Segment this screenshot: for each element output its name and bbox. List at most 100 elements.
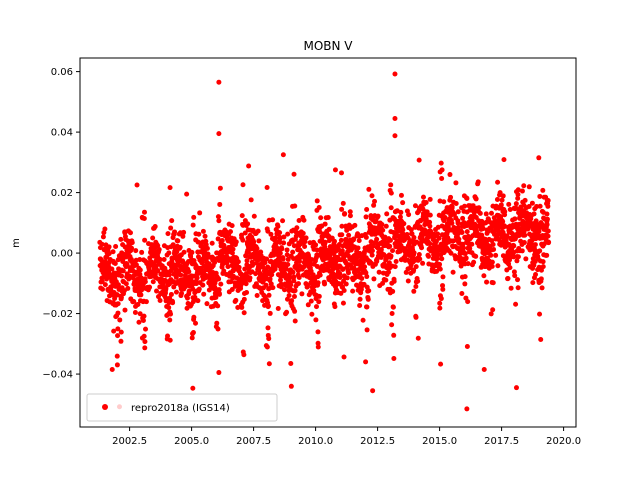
scatter-point	[500, 193, 506, 199]
scatter-point	[437, 261, 443, 267]
scatter-point	[540, 187, 546, 193]
scatter-point	[168, 225, 174, 231]
scatter-point	[305, 282, 311, 288]
scatter-point	[135, 302, 141, 308]
scatter-point	[387, 237, 393, 243]
scatter-point	[463, 255, 469, 261]
scatter-point	[316, 299, 322, 305]
scatter-point	[343, 281, 349, 287]
scatter-point	[314, 198, 320, 204]
scatter-point	[322, 281, 328, 287]
scatter-point	[240, 237, 246, 243]
scatter-point	[379, 222, 385, 228]
scatter-point	[154, 288, 160, 294]
scatter-point	[184, 295, 190, 301]
scatter-point	[392, 115, 398, 121]
scatter-point	[427, 219, 433, 225]
scatter-point	[124, 261, 130, 267]
scatter-point	[317, 229, 323, 235]
scatter-point	[219, 238, 225, 244]
chart-title: MOBN V	[303, 39, 353, 53]
scatter-point	[250, 262, 256, 268]
scatter-point	[386, 269, 392, 275]
scatter-point	[200, 228, 206, 234]
y-tick-label: 0.00	[51, 249, 73, 260]
scatter-point	[384, 211, 390, 217]
scatter-point	[157, 298, 163, 304]
scatter-point	[251, 239, 257, 245]
scatter-point	[186, 269, 192, 275]
scatter-point	[370, 388, 376, 394]
scatter-point	[445, 224, 451, 230]
legend: repro2018a (IGS14)	[86, 393, 278, 422]
y-tick-label: −0.04	[42, 370, 73, 381]
scatter-point	[413, 264, 419, 270]
x-tick-label: 2020.0	[546, 436, 581, 447]
scatter-point	[522, 232, 528, 238]
scatter-point	[340, 266, 346, 272]
scatter-point	[299, 291, 305, 297]
scatter-point	[390, 288, 396, 294]
scatter-point	[366, 288, 372, 294]
scatter-point	[491, 246, 497, 252]
scatter-point	[167, 185, 173, 191]
scatter-point	[363, 270, 369, 276]
scatter-point	[365, 296, 371, 302]
scatter-point	[511, 269, 517, 275]
scatter-point	[318, 215, 324, 221]
scatter-point	[507, 265, 513, 271]
scatter-point	[256, 238, 262, 244]
scatter-point	[179, 290, 185, 296]
scatter-point	[495, 263, 501, 269]
scatter-point	[546, 239, 552, 245]
scatter-point	[440, 286, 446, 292]
scatter-point	[388, 253, 394, 259]
scatter-point	[538, 276, 544, 282]
scatter-point	[141, 216, 147, 221]
scatter-point	[123, 281, 129, 287]
scatter-point	[537, 203, 543, 209]
x-tick-label: 2012.5	[360, 436, 395, 447]
scatter-point	[303, 235, 309, 241]
scatter-point	[515, 192, 521, 198]
scatter-point	[216, 218, 222, 224]
scatter-point	[453, 180, 459, 186]
scatter-point	[191, 214, 197, 220]
scatter-point	[292, 308, 298, 314]
scatter-point	[531, 211, 537, 217]
scatter-point	[142, 339, 148, 345]
scatter-point	[265, 325, 271, 331]
scatter-point	[143, 326, 149, 332]
scatter-point	[165, 333, 171, 339]
scatter-point	[229, 286, 235, 292]
scatter-point	[499, 197, 505, 203]
scatter-point	[326, 226, 332, 232]
scatter-point	[380, 227, 386, 233]
scatter-point	[141, 209, 147, 215]
scatter-point	[191, 314, 197, 320]
scatter-point	[448, 250, 454, 256]
scatter-point	[296, 217, 302, 223]
scatter-point	[364, 327, 370, 333]
scatter-point	[214, 250, 220, 256]
scatter-point	[400, 200, 406, 206]
scatter-point	[489, 259, 495, 265]
scatter-point	[254, 292, 260, 298]
scatter-point	[545, 228, 551, 234]
scatter-point	[114, 353, 120, 359]
scatter-point	[447, 172, 453, 178]
scatter-point	[344, 275, 350, 281]
scatter-point	[313, 304, 319, 310]
scatter-point	[455, 224, 461, 230]
scatter-point	[181, 229, 187, 235]
scatter-point	[284, 252, 290, 258]
scatter-point	[142, 345, 148, 351]
scatter-point	[462, 251, 468, 257]
scatter-point	[316, 204, 322, 210]
scatter-point	[523, 256, 529, 262]
scatter-point	[166, 305, 172, 311]
scatter-point	[419, 245, 425, 251]
scatter-point	[401, 221, 407, 227]
scatter-point	[315, 344, 321, 350]
scatter-point	[416, 252, 422, 258]
